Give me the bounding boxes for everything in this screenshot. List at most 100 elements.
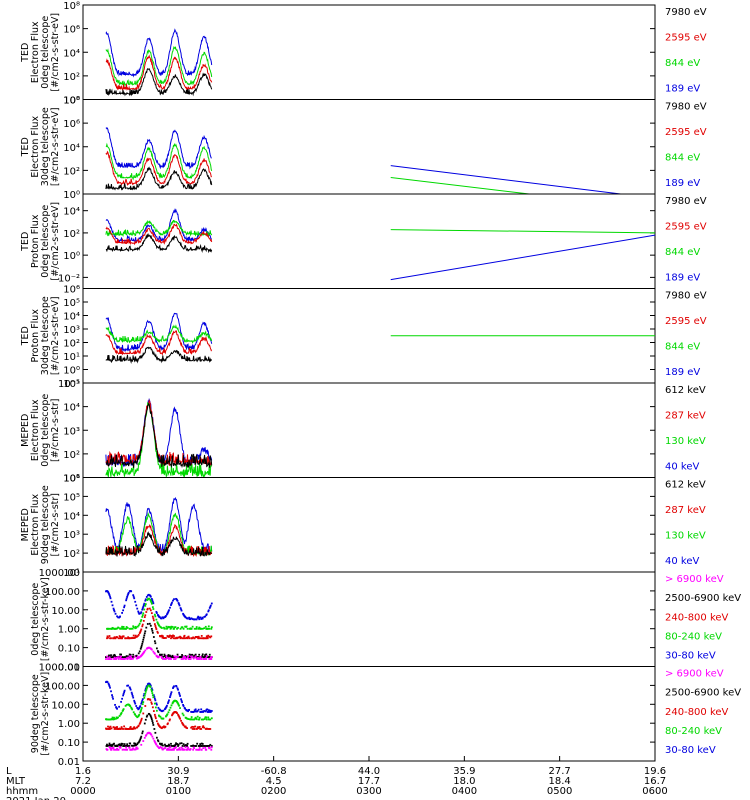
y-tick-label: 10⁻² <box>58 273 80 284</box>
data-point <box>170 742 172 745</box>
series-844-ev <box>105 219 213 238</box>
data-point <box>208 607 211 609</box>
data-point <box>124 748 127 751</box>
data-point <box>136 625 139 628</box>
x-tick-label-L: 35.9 <box>453 766 475 777</box>
legend-entry: 287 keV <box>665 505 706 516</box>
data-point <box>197 627 200 630</box>
data-point <box>197 657 200 659</box>
data-point <box>126 596 129 598</box>
data-point <box>122 709 125 711</box>
series-2595-ev <box>105 330 213 356</box>
legend-entry: 2595 eV <box>665 222 707 233</box>
data-point <box>131 656 134 658</box>
data-point <box>112 637 115 640</box>
data-point <box>126 684 129 687</box>
data-point <box>121 710 124 712</box>
data-point <box>123 627 126 630</box>
data-point <box>181 655 184 658</box>
data-point <box>156 631 159 634</box>
data-point <box>180 719 182 722</box>
y-tick-label: 1.00 <box>58 719 80 730</box>
legend-entry: 844 eV <box>665 153 700 164</box>
data-point <box>114 703 116 706</box>
data-point <box>180 742 183 745</box>
data-point <box>190 710 193 713</box>
data-point <box>203 726 206 729</box>
data-point <box>141 699 144 702</box>
data-point <box>121 612 124 614</box>
series--6900-kev <box>105 646 213 660</box>
data-point <box>163 653 166 656</box>
data-point <box>170 704 173 707</box>
data-point <box>108 683 110 686</box>
data-point <box>174 745 176 747</box>
data-point <box>107 655 110 658</box>
data-point <box>153 728 156 730</box>
data-point <box>148 607 151 610</box>
data-point <box>209 605 212 608</box>
data-point <box>147 597 150 600</box>
data-point <box>161 742 163 745</box>
data-point <box>169 606 171 609</box>
data-point <box>160 655 163 658</box>
data-point <box>201 637 204 640</box>
data-point <box>119 635 122 638</box>
data-point <box>187 655 190 658</box>
data-point <box>125 655 128 657</box>
data-point <box>125 597 128 600</box>
data-point <box>166 704 168 707</box>
data-point <box>131 748 134 751</box>
data-point <box>151 722 154 724</box>
y-axis-label: TED Electron Flux 0deg telescope [#/cm2-s-s… <box>20 13 61 92</box>
legend-entry: 240-800 keV <box>665 707 729 718</box>
data-point <box>166 748 169 751</box>
data-point <box>135 654 138 657</box>
data-point <box>130 627 133 630</box>
data-point <box>150 601 153 604</box>
data-point <box>172 747 175 750</box>
data-point <box>145 687 148 690</box>
y-axis-label-line: MEPED <box>20 508 31 541</box>
data-point <box>197 708 200 711</box>
data-point <box>106 745 109 747</box>
data-point <box>193 618 196 621</box>
data-point <box>177 702 179 705</box>
data-point <box>149 684 152 687</box>
legend-entry: 2595 eV <box>665 316 707 327</box>
data-point <box>164 627 166 630</box>
data-point <box>119 656 121 659</box>
data-point <box>127 684 130 687</box>
data-point <box>112 654 115 657</box>
data-point <box>159 709 162 712</box>
data-point <box>181 701 183 704</box>
x-tick-label-L: 1.6 <box>75 766 91 777</box>
data-point <box>122 609 125 612</box>
data-point <box>206 728 209 730</box>
data-point <box>192 726 195 728</box>
data-point <box>193 728 196 730</box>
data-point <box>174 747 176 749</box>
series-80-240-kev <box>105 684 213 721</box>
data-point <box>181 748 183 751</box>
data-point <box>148 713 151 715</box>
data-point <box>116 747 118 750</box>
data-point <box>109 658 111 660</box>
data-point <box>168 745 171 747</box>
data-point <box>197 635 200 638</box>
data-point <box>152 694 155 697</box>
data-point <box>119 746 122 749</box>
y-axis-label-line: TED <box>20 326 31 346</box>
data-point <box>126 658 129 660</box>
data-point <box>115 748 118 751</box>
data-point <box>143 736 146 739</box>
data-point <box>130 748 133 751</box>
data-point <box>113 728 116 730</box>
data-point <box>162 635 164 638</box>
data-point <box>126 594 129 597</box>
data-point <box>141 730 144 733</box>
data-point <box>197 637 200 640</box>
data-point <box>182 627 185 630</box>
